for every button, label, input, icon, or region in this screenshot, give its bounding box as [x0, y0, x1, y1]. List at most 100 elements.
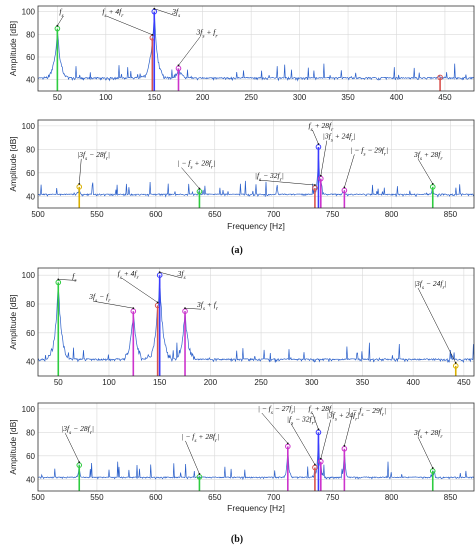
x-tick-label: 400	[406, 378, 420, 387]
y-tick-label: 100	[22, 271, 36, 280]
x-axis-label: Frequency [Hz]	[227, 503, 285, 513]
spectrum-line	[37, 278, 475, 363]
spectrum-line	[37, 14, 475, 82]
y-axis-label: Amplitude [dB]	[8, 294, 18, 349]
annotation-label: |3fs − 28fr|	[77, 150, 110, 162]
annotation-arrow	[185, 307, 202, 310]
x-tick-label: 750	[326, 493, 340, 502]
annotation-label: 3fs + fr	[196, 300, 219, 312]
annotation-label: |3fs + 24fr|	[323, 132, 356, 144]
plot-area	[38, 120, 474, 208]
y-axis-label: Amplitude [dB]	[8, 419, 18, 474]
annotation-arrowhead	[198, 187, 201, 190]
x-tick-label: 650	[208, 493, 222, 502]
annotation-arrow	[57, 15, 64, 26]
annotation-arrowhead	[153, 7, 156, 10]
annotation-arrowhead	[343, 186, 346, 189]
annotation-arrow	[417, 287, 456, 364]
annotation-arrowhead	[57, 278, 60, 281]
annotation-arrow	[312, 412, 319, 430]
y-tick-label: 40	[26, 76, 35, 85]
annotation-label: |fs − 32fr|	[255, 171, 284, 183]
annotation-arrow	[78, 158, 82, 184]
x-tick-label: 50	[54, 378, 63, 387]
y-tick-label: 40	[26, 475, 35, 484]
annotation-arrowhead	[151, 33, 154, 36]
spectrum-line	[37, 154, 475, 198]
annotation-arrow	[93, 300, 134, 309]
x-tick-label: 600	[149, 493, 163, 502]
x-axis-label: Frequency [Hz]	[227, 221, 285, 231]
y-tick-label: 80	[26, 30, 35, 39]
chart-b-top: 50 100 150 200 250 300 350 400 450 40 60 80 100 Ampli…	[8, 267, 475, 387]
annotation-label: fs + 4fr	[102, 7, 124, 19]
x-tick-label: 300	[305, 378, 319, 387]
annotation-label: 3fs + 28fr	[413, 428, 443, 440]
y-axis-label: Amplitude [dB]	[8, 21, 18, 76]
y-tick-label: 80	[26, 145, 35, 154]
annotation-arrow	[181, 167, 200, 189]
annotation-label: |3fs − 28fr|	[61, 424, 94, 436]
x-tick-label: 850	[444, 210, 458, 219]
annotation-arrowhead	[177, 64, 180, 67]
chart-a-bottom: 500 550 600 650 700 750 800 850 40 60 80 100 Amplitu…	[8, 119, 475, 231]
annotation-arrow	[258, 179, 315, 186]
annotation-arrow	[154, 8, 177, 17]
annotation-arrow	[261, 412, 289, 444]
x-tick-label: 200	[196, 93, 210, 102]
x-tick-label: 450	[438, 93, 452, 102]
annotation-label: 3fs + 28fr	[413, 150, 443, 162]
annotation-arrow	[185, 440, 200, 475]
annotation-label: fs	[72, 271, 76, 283]
annotation-arrowhead	[343, 444, 346, 447]
y-tick-label: 100	[22, 405, 36, 414]
annotation-arrow	[320, 140, 328, 176]
annotation-arrowhead	[286, 442, 289, 445]
x-tick-label: 500	[31, 210, 45, 219]
x-tick-label: 350	[341, 93, 355, 102]
y-tick-label: 80	[26, 428, 35, 437]
x-tick-label: 400	[390, 93, 404, 102]
x-tick-label: 500	[31, 493, 45, 502]
x-tick-label: 100	[99, 93, 113, 102]
axes-frame	[37, 402, 475, 492]
annotation-arrow	[178, 36, 201, 66]
annotation-label: fs + 28fr	[308, 121, 334, 133]
x-tick-label: 800	[385, 210, 399, 219]
y-axis-label: Amplitude [dB]	[8, 136, 18, 191]
y-tick-label: 60	[26, 329, 35, 338]
caption-a: (a)	[231, 245, 243, 256]
x-tick-label: 750	[326, 210, 340, 219]
annotation-label: | − fs − 27fr|	[258, 404, 296, 416]
annotation-arrow	[417, 436, 433, 469]
y-tick-label: 40	[26, 358, 35, 367]
annotation-arrow	[65, 433, 80, 463]
annotation-arrow	[290, 423, 316, 465]
annotation-arrow	[312, 129, 319, 145]
y-tick-label: 100	[22, 122, 36, 131]
plot-area	[38, 6, 474, 91]
x-tick-label: 250	[244, 93, 258, 102]
x-tick-label: 50	[53, 93, 62, 102]
annotation-arrow	[417, 158, 433, 185]
x-tick-label: 100	[102, 378, 116, 387]
annotation-arrow	[320, 419, 332, 459]
chart-a-top: 50 100 150 200 250 300 350 400 450 40 60 80 100 Ampli…	[8, 5, 475, 102]
y-tick-label: 100	[22, 8, 36, 17]
annotation-label: fs + 4fr	[118, 269, 140, 281]
annotation-arrowhead	[132, 307, 135, 310]
annotation-label: 3fs + fr	[195, 27, 218, 39]
x-tick-label: 550	[90, 493, 104, 502]
y-tick-label: 60	[26, 452, 35, 461]
annotation-label: |3fs + 24fr|	[327, 411, 360, 423]
annotation-arrowhead	[317, 428, 320, 431]
axes-frame	[37, 5, 475, 92]
x-tick-label: 700	[267, 210, 281, 219]
annotation-arrowhead	[158, 271, 161, 274]
annotation-arrow	[121, 277, 158, 303]
annotation-label: fs + 28fr	[308, 404, 334, 416]
x-tick-label: 150	[153, 378, 167, 387]
x-tick-label: 450	[457, 378, 471, 387]
annotation-arrowhead	[198, 473, 201, 475]
